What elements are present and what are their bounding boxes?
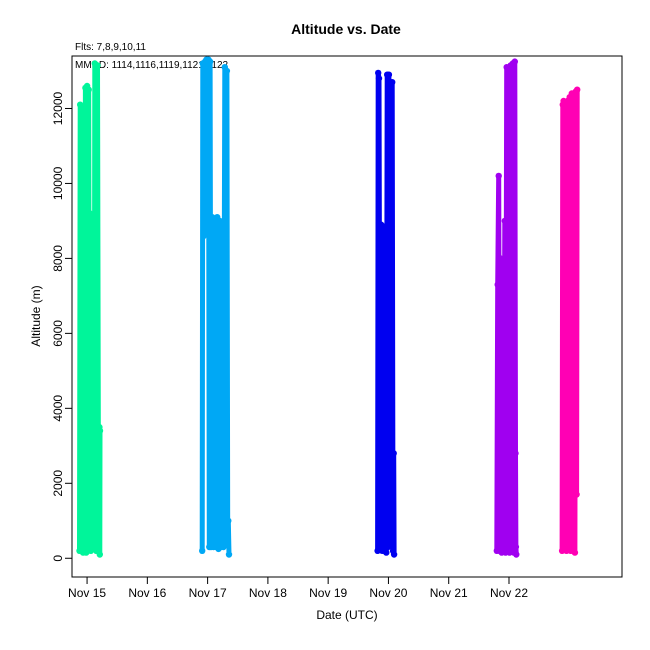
y-tick-label: 12000 [51,91,65,125]
data-point [561,540,568,547]
data-point [219,221,226,228]
data-point [505,199,512,206]
data-point [223,67,231,75]
data-point [385,71,393,78]
data-point [225,517,232,524]
data-point [224,532,231,539]
x-tick-label: Nov 16 [128,586,166,600]
flights-annotation: Flts: 7,8,9,10,11 [75,42,146,53]
x-tick-label: Nov 21 [430,586,468,600]
x-axis-label: Date (UTC) [316,608,377,622]
data-point [86,210,94,217]
series-layer [76,56,581,558]
data-point [375,75,383,82]
data-point [206,58,214,65]
y-tick-label: 10000 [51,166,65,200]
x-tick-label: Nov 22 [490,586,528,600]
data-point [88,217,96,225]
series-2 [199,56,233,558]
series-4 [493,58,520,558]
series-line [559,87,580,556]
series-line [199,57,232,557]
data-point [80,221,88,228]
series-5 [558,86,581,556]
data-point [78,112,85,120]
data-point [571,549,579,556]
series-line [77,61,103,557]
data-point [390,551,398,558]
y-tick-label: 2000 [51,470,65,497]
data-point [382,225,389,232]
data-point [499,285,506,292]
x-tick-label: Nov 15 [68,586,106,600]
data-point [225,551,233,558]
data-point [512,450,519,457]
data-point [94,62,101,69]
data-point [85,86,92,93]
series-1 [76,60,104,558]
data-point [200,232,207,240]
x-axis: Nov 15 Nov 16 Nov 17 Nov 18 Nov 19 Nov 20 Nov … [68,576,528,600]
data-point [388,540,395,547]
x-tick-label: Nov 17 [189,586,227,600]
y-axis: 0 2000 4000 6000 8000 10000 12000 [51,91,73,562]
data-point [86,540,93,547]
mmdd-annotation: MMDD: 1114,1116,1119,1121,1122 [75,60,229,71]
x-tick-label: Nov 18 [249,586,287,600]
data-point [574,86,581,93]
data-point [77,101,84,108]
y-tick-label: 8000 [51,245,65,272]
chart-title: Altitude vs. Date [291,21,401,37]
data-point [497,255,504,262]
data-point [204,210,211,217]
data-point [513,551,520,558]
x-tick-label: Nov 20 [369,586,407,600]
data-point [96,551,104,558]
data-point [96,427,104,434]
data-point [383,549,390,556]
y-axis-label: Altitude (m) [29,285,43,346]
data-point [494,281,501,288]
data-point [375,69,382,77]
data-point [495,172,502,180]
data-point [199,547,206,554]
data-point [512,543,520,551]
data-point [389,79,396,86]
y-tick-label: 6000 [51,320,65,347]
y-tick-label: 4000 [51,395,65,422]
series-3 [374,69,398,558]
data-point [501,217,508,225]
x-tick-label: Nov 19 [309,586,347,600]
data-point [511,58,518,65]
y-tick-label: 0 [51,555,65,562]
data-point [558,547,566,554]
data-point [222,540,230,547]
data-point [390,450,397,457]
data-point [95,540,102,547]
data-point [573,491,580,498]
series-line [375,70,397,557]
series-line [494,59,519,557]
